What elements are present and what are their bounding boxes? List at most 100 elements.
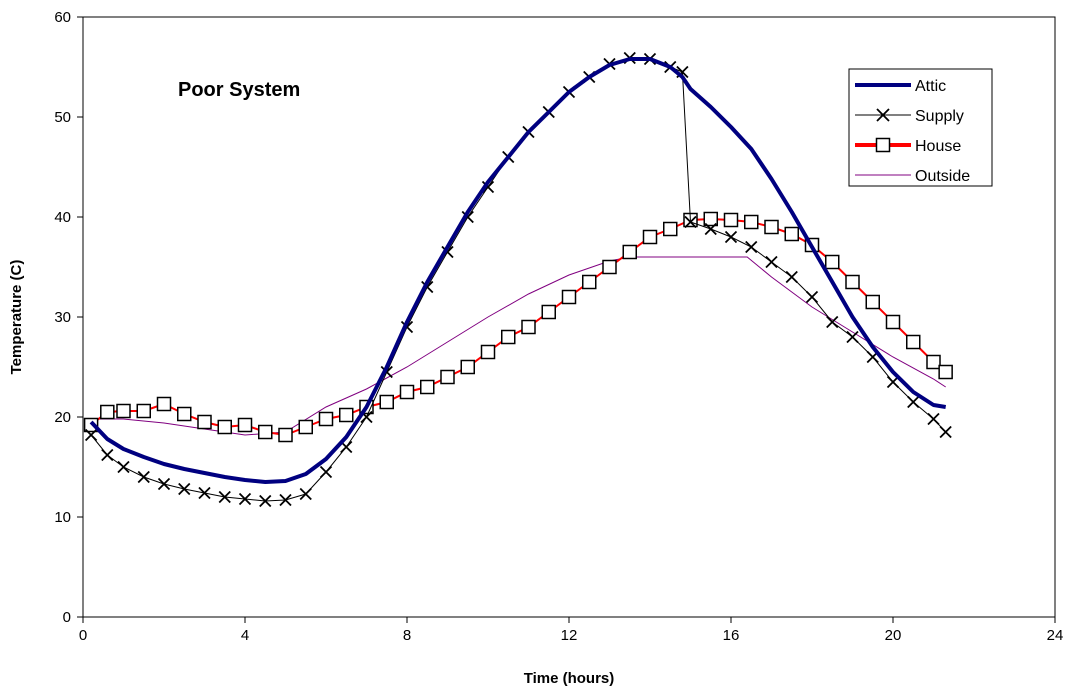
house-point: [642, 229, 658, 245]
chart-annotation: Poor System: [178, 79, 300, 101]
supply-point: [137, 470, 150, 484]
y-tick-label: 40: [54, 209, 71, 226]
supply-point: [684, 215, 697, 229]
legend: Attic Supply House Outside: [848, 68, 993, 187]
supply-point: [724, 230, 738, 244]
supply-point: [101, 448, 114, 462]
x-tick-label: 16: [723, 627, 740, 644]
supply-point: [178, 482, 191, 496]
x-tick-label: 4: [241, 627, 249, 644]
y-tick-label: 60: [54, 9, 71, 26]
supply-point: [319, 465, 333, 479]
legend-item-house: House: [855, 137, 961, 155]
legend-item-attic: Attic: [855, 78, 946, 95]
house-point: [744, 214, 759, 230]
house-point: [217, 419, 232, 435]
y-axis: 0 10 20 30 40 50 60: [54, 9, 83, 626]
legend-item-outside: Outside: [855, 168, 970, 185]
supply-point: [826, 315, 839, 329]
supply-point: [785, 270, 798, 284]
x-tick-label: 0: [79, 627, 87, 644]
y-tick-label: 10: [54, 509, 71, 526]
supply-point: [927, 412, 940, 426]
house-point: [298, 419, 313, 435]
house-point: [440, 369, 455, 385]
supply-point: [805, 290, 819, 304]
house-point: [723, 212, 739, 228]
house-point: [622, 244, 637, 260]
supply-point: [259, 494, 272, 508]
y-tick-label: 20: [54, 409, 71, 426]
house-point: [885, 314, 901, 330]
supply-point: [765, 255, 778, 269]
house-point: [339, 407, 354, 423]
legend-label: Attic: [915, 78, 946, 95]
house-point: [460, 359, 475, 375]
supply-point: [704, 222, 717, 236]
house-point: [501, 329, 516, 345]
supply-point: [238, 492, 252, 506]
house-point: [116, 403, 131, 419]
house-point: [926, 354, 941, 370]
y-tick-label: 0: [63, 609, 71, 626]
house-point: [906, 334, 921, 350]
supply-point: [117, 460, 130, 474]
house-point: [156, 396, 172, 412]
house-point: [845, 274, 860, 290]
legend-label: Supply: [915, 108, 964, 125]
series-layer: [83, 51, 953, 508]
supply-point: [198, 486, 211, 500]
x-tick-label: 24: [1047, 627, 1064, 644]
legend-item-supply: Supply: [855, 108, 964, 125]
x-tick-label: 12: [561, 627, 578, 644]
supply-point: [907, 395, 920, 409]
legend-marker: [875, 137, 891, 153]
x-axis: 0 4 8 12 16 20 24: [79, 617, 1064, 644]
legend-label: Outside: [915, 168, 970, 185]
house-point: [480, 344, 496, 360]
house-point: [541, 304, 556, 320]
x-tick-label: 20: [885, 627, 902, 644]
supply-point: [876, 108, 890, 122]
house-point: [197, 414, 212, 430]
house-point: [865, 294, 880, 310]
house-point: [938, 364, 953, 380]
y-axis-title: Temperature (C): [8, 260, 25, 375]
supply-point: [745, 240, 758, 254]
house-point: [177, 406, 192, 422]
house-point: [703, 211, 718, 227]
house-point: [663, 221, 678, 237]
house-point: [399, 384, 415, 400]
house-point: [100, 404, 115, 420]
series-supply: [84, 51, 952, 508]
series-attic: [89, 57, 947, 484]
house-point: [521, 319, 536, 335]
y-tick-label: 50: [54, 109, 71, 126]
house-point: [237, 417, 253, 433]
house-point: [764, 219, 779, 235]
house-point: [136, 403, 151, 419]
supply-point: [218, 490, 231, 504]
supply-point: [157, 477, 171, 491]
supply-point: [846, 330, 859, 344]
house-point: [420, 379, 435, 395]
attic-line: [89, 57, 947, 484]
house-point: [561, 289, 577, 305]
supply-point: [299, 487, 312, 501]
house-point: [602, 259, 617, 275]
supply-point: [939, 425, 952, 439]
house-point: [318, 411, 334, 427]
house-point: [258, 424, 273, 440]
house-point: [379, 394, 394, 410]
house-point: [825, 254, 840, 270]
house-point: [784, 226, 799, 242]
outside-line: [91, 256, 946, 436]
house-point: [278, 427, 293, 443]
x-tick-label: 8: [403, 627, 411, 644]
supply-point: [279, 493, 292, 507]
supply-line: [90, 57, 947, 502]
series-outside: [91, 256, 946, 436]
house-point: [582, 274, 597, 290]
x-axis-title: Time (hours): [524, 670, 615, 687]
